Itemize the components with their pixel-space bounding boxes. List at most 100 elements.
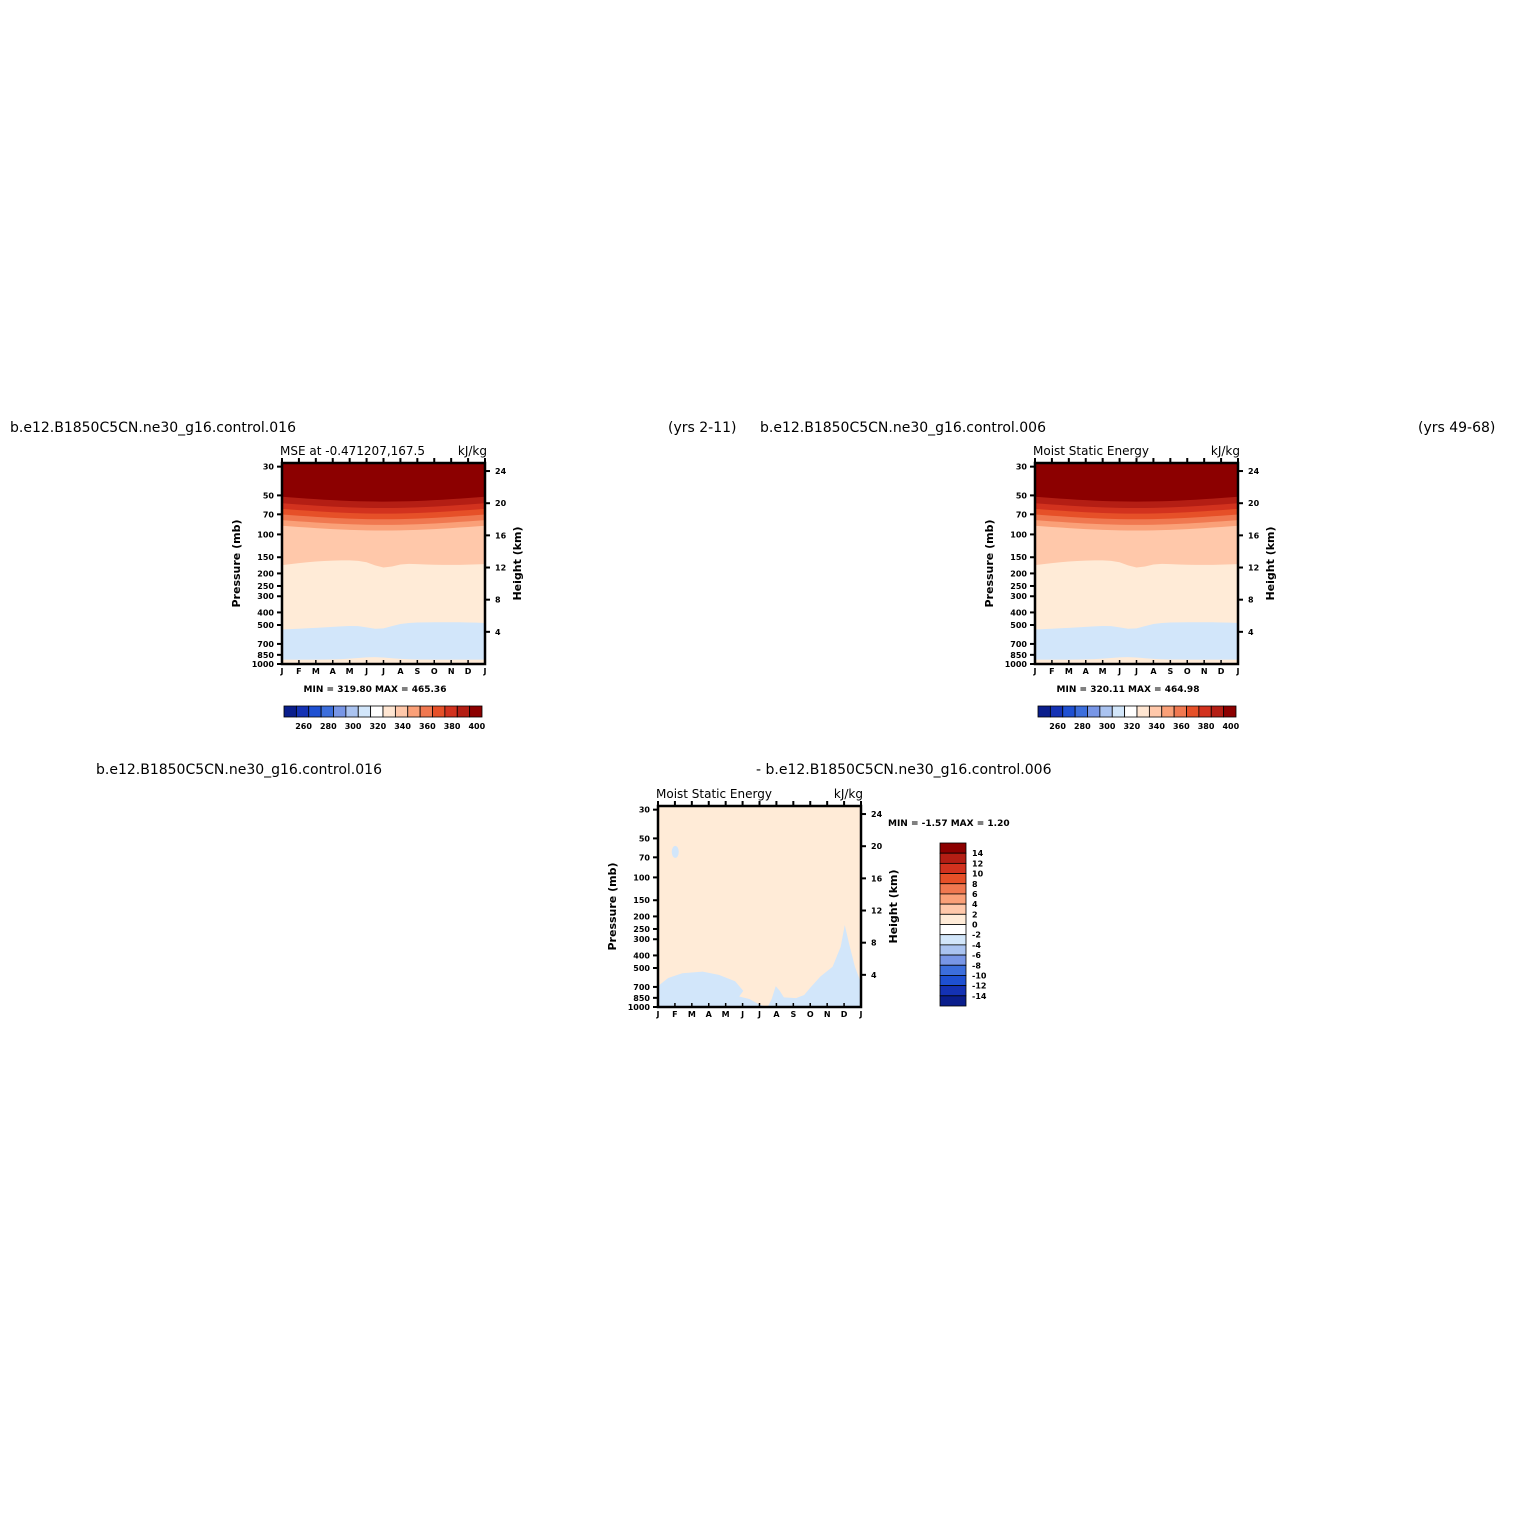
y-axis-label: Pressure (mb) (606, 863, 619, 951)
y-axis-label: Pressure (mb) (983, 520, 996, 608)
colorbar-label: 280 (320, 722, 337, 731)
colorbar-box (939, 893, 967, 905)
y-tick-right-label: 20 (495, 499, 507, 508)
colorbar-label: 380 (1198, 722, 1215, 731)
y-tick-label: 100 (633, 873, 650, 882)
x-tick-label: A (397, 667, 404, 676)
colorbar-label: 320 (369, 722, 386, 731)
y-tick-label: 700 (633, 983, 650, 992)
colorbar-box (283, 705, 297, 718)
colorbar-label: 360 (1173, 722, 1190, 731)
y-tick-label: 70 (263, 510, 275, 519)
y-tick-right-label: 20 (1248, 499, 1260, 508)
y-tick-label: 400 (257, 608, 274, 617)
colorbar-box (1148, 705, 1163, 718)
colorbar-box (370, 705, 384, 718)
x-tick-label: J (280, 667, 284, 676)
y-tick-right-label: 16 (495, 531, 507, 540)
y-tick-label: 500 (1010, 621, 1027, 630)
colorbar-label: 400 (468, 722, 485, 731)
colorbar-box (295, 705, 310, 718)
y-tick-label: 50 (1016, 491, 1028, 500)
y-tick-right-label: 8 (871, 939, 877, 948)
x-tick-label: S (414, 667, 420, 676)
plot-title: Moist Static Energy (1033, 444, 1149, 458)
y-tick-right-label: 8 (1248, 596, 1254, 605)
colorbar-box (357, 705, 372, 718)
colorbar-box (308, 705, 322, 718)
colorbar-box (939, 934, 967, 946)
x-tick-label: N (448, 667, 455, 676)
colorbar-box (456, 705, 471, 718)
y-tick-label: 150 (257, 553, 274, 562)
panel-control-016: J F M A M J J A S O N D J305070100150200250300400500… (230, 444, 524, 731)
colorbar-box (1161, 705, 1175, 718)
y-tick-label: 200 (257, 569, 274, 578)
colorbar-box (1049, 705, 1064, 718)
colorbar-box (1074, 705, 1088, 718)
band-negative (658, 924, 861, 1007)
x-tick-label: J (757, 1010, 761, 1019)
y-tick-label: 850 (1010, 651, 1027, 660)
contour-fill (282, 463, 485, 664)
colorbar-box (1186, 705, 1200, 718)
y-tick-label: 400 (633, 951, 650, 960)
colorbar-label: -6 (972, 951, 981, 960)
colorbar-box (1124, 705, 1138, 718)
y-tick-right-label: 20 (871, 842, 883, 851)
y-tick-right-label: 4 (495, 628, 501, 637)
x-tick-label: S (1167, 667, 1173, 676)
x-tick-label: A (706, 1010, 713, 1019)
colorbar-box (939, 862, 967, 874)
panel-control-006: J F M A M J J A S O N D J305070100150200250300400500… (983, 444, 1277, 731)
contour-band-7 (282, 622, 485, 664)
x-tick-label: F (296, 667, 301, 676)
header-diff-right: - b.e12.B1850C5CN.ne30_g16.control.006 (756, 762, 1052, 778)
x-tick-label: M (722, 1010, 730, 1019)
plot-units: kJ/kg (458, 444, 487, 458)
x-tick-label: D (1218, 667, 1225, 676)
colorbar-label: 2 (972, 910, 978, 919)
colorbar-box (939, 964, 967, 976)
y-tick-right-label: 4 (871, 971, 877, 980)
x-tick-label: A (1083, 667, 1090, 676)
y-tick-right-label: 4 (1248, 628, 1254, 637)
colorbar-label: 320 (1123, 722, 1140, 731)
x-tick-label: F (672, 1010, 677, 1019)
x-tick-label: D (465, 667, 472, 676)
y-tick-right-label: 24 (495, 467, 507, 476)
colorbar-box (382, 705, 396, 718)
colorbar-box (394, 705, 409, 718)
header-diff-left: b.e12.B1850C5CN.ne30_g16.control.016 (96, 762, 382, 778)
contour-fill (658, 806, 861, 1007)
x-tick-label: M (688, 1010, 696, 1019)
y-tick-label: 100 (257, 530, 274, 539)
colorbar-label: -4 (972, 941, 981, 950)
colorbar-label: 340 (394, 722, 411, 731)
y-tick-label: 50 (639, 834, 651, 843)
colorbar-label: 260 (295, 722, 312, 731)
y-tick-label: 300 (257, 592, 274, 601)
colorbar-box (1223, 705, 1237, 718)
header-left-years: (yrs 2-11) (668, 420, 736, 436)
y-tick-label: 30 (263, 463, 275, 472)
colorbar-label: 300 (1099, 722, 1116, 731)
y-tick-label: 1000 (628, 1003, 651, 1012)
colorbar-box (1173, 705, 1187, 718)
y-tick-label: 150 (633, 896, 650, 905)
x-tick-label: J (1033, 667, 1037, 676)
y-tick-label: 1000 (252, 660, 275, 669)
colorbar-box (939, 924, 967, 936)
colorbar-box (939, 903, 967, 915)
y-tick-label: 700 (257, 640, 274, 649)
y-tick-label: 100 (1010, 530, 1027, 539)
colorbar-box (432, 705, 446, 718)
colorbar-box (444, 705, 458, 718)
y-tick-label: 150 (1010, 553, 1027, 562)
header-right-years: (yrs 49-68) (1418, 420, 1495, 436)
x-tick-label: J (1134, 667, 1138, 676)
colorbar-label: 260 (1049, 722, 1066, 731)
colorbar-box (939, 995, 967, 1007)
colorbar-label: 6 (972, 890, 978, 899)
x-tick-label: J (656, 1010, 660, 1019)
